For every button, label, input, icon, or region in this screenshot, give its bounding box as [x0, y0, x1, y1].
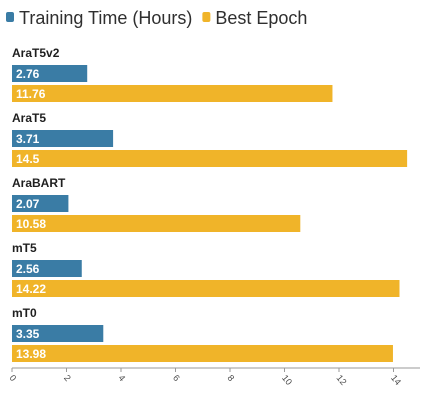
- bar-best-epoch-mt0: [12, 345, 393, 362]
- bar-best-epoch-mt5: [12, 280, 400, 297]
- bar-value-label-best-epoch-arat5v2: 11.76: [16, 87, 46, 101]
- x-tick-label-14: 14: [389, 373, 403, 387]
- bar-value-label-training-time-mt0: 3.35: [16, 327, 40, 341]
- x-tick-label-2: 2: [62, 373, 73, 383]
- bar-training-time-arabart: [12, 195, 69, 212]
- bar-training-time-mt0: [12, 325, 104, 342]
- bar-value-label-best-epoch-mt0: 13.98: [16, 347, 46, 361]
- bar-training-time-arat5v2: [12, 65, 88, 82]
- category-label-arat5: AraT5: [12, 111, 46, 125]
- category-label-arat5v2: AraT5v2: [12, 46, 60, 60]
- x-tick-label-12: 12: [334, 373, 348, 387]
- x-tick-label-4: 4: [116, 373, 127, 383]
- legend-label-best-epoch: Best Epoch: [215, 8, 307, 28]
- bar-best-epoch-arabart: [12, 215, 301, 232]
- category-label-mt5: mT5: [12, 241, 37, 255]
- category-label-mt0: mT0: [12, 306, 37, 320]
- bar-value-label-training-time-mt5: 2.56: [16, 262, 40, 276]
- legend-swatch-best-epoch: [202, 12, 211, 22]
- bar-value-label-best-epoch-mt5: 14.22: [16, 282, 46, 296]
- legend-swatch-training-time: [6, 12, 14, 22]
- legend-label-training-time: Training Time (Hours): [19, 8, 192, 28]
- x-tick-label-10: 10: [280, 373, 294, 387]
- bar-value-label-best-epoch-arat5: 14.5: [16, 152, 40, 166]
- bar-value-label-training-time-arat5v2: 2.76: [16, 67, 40, 81]
- x-tick-label-6: 6: [171, 373, 182, 383]
- bar-training-time-mt5: [12, 260, 82, 277]
- bar-best-epoch-arat5v2: [12, 85, 333, 102]
- bar-value-label-training-time-arat5: 3.71: [16, 132, 40, 146]
- bar-value-label-best-epoch-arabart: 10.58: [16, 217, 46, 231]
- x-tick-label-8: 8: [225, 373, 236, 383]
- bar-training-time-arat5: [12, 130, 114, 147]
- bar-best-epoch-arat5: [12, 150, 408, 167]
- x-tick-label-0: 0: [7, 373, 18, 383]
- bar-value-label-training-time-arabart: 2.07: [16, 197, 40, 211]
- category-label-arabart: AraBART: [12, 176, 66, 190]
